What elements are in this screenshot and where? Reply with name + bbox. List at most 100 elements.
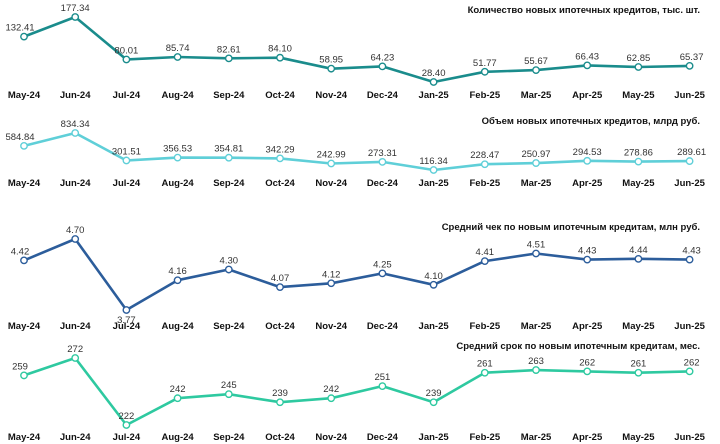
x-tick-label: May-25 [622,90,655,101]
value-label: 4.51 [527,240,546,251]
data-point [173,153,182,162]
value-label: 84.10 [268,44,292,55]
data-point [122,156,131,165]
data-point [71,129,80,137]
x-tick-label: Oct-24 [265,178,295,189]
value-label: 239 [272,388,288,399]
x-tick-label: Jun-24 [60,321,91,332]
series-line [22,356,691,427]
x-tick-label: Jul-24 [113,178,141,189]
value-label: 55.67 [524,56,548,67]
data-point [583,255,592,264]
data-point [532,66,540,74]
x-tick-label: Jan-25 [419,321,450,332]
data-point [276,283,284,291]
x-tick-label: Apr-25 [572,178,603,189]
x-tick-label: May-24 [8,178,41,189]
chart-title: Средний чек по новым ипотечным кредитам,… [442,222,700,233]
chart-title: Количество новых ипотечных кредитов, тыс… [468,5,700,16]
x-tick-label: Sep-24 [213,178,245,189]
x-tick-label: May-24 [8,321,41,332]
value-label: 28.40 [422,68,446,79]
data-point [327,279,336,288]
value-label: 64.23 [371,52,395,63]
value-label: 85.74 [166,43,190,54]
x-tick-label: Mar-25 [521,432,552,443]
data-point [685,255,694,264]
data-point [429,78,438,86]
data-point [583,61,592,70]
x-tick-label: Jun-25 [674,432,705,443]
x-tick-label: Feb-25 [469,90,500,101]
x-tick-label: Jul-24 [113,90,141,101]
data-point [327,159,336,168]
data-point [634,368,643,377]
value-label: 4.43 [682,246,701,257]
data-point [634,157,643,166]
x-tick-label: Jun-24 [60,432,91,443]
x-tick-label: May-25 [622,321,655,332]
x-tick-label: Aug-24 [161,321,194,332]
value-label: 251 [374,372,390,383]
value-label: 263 [528,356,544,367]
data-point [20,141,28,150]
x-tick-label: May-24 [8,90,41,101]
x-tick-label: Oct-24 [265,321,295,332]
value-label: 132.41 [5,23,34,34]
value-label: 245 [221,380,237,391]
x-tick-label: Aug-24 [161,432,194,443]
data-point [173,394,182,403]
value-label: 261 [477,359,493,370]
chart-title: Объем новых ипотечных кредитов, млрд руб… [482,116,700,127]
x-tick-label: Dec-24 [367,90,399,101]
data-point [276,154,284,163]
data-point [173,276,182,285]
data-point [634,63,643,71]
x-tick-label: May-24 [8,432,41,443]
panel-volume-of-loans: Объем новых ипотечных кредитов, млрд руб… [5,116,706,189]
data-point [378,158,387,166]
x-tick-label: Jun-25 [674,178,705,189]
data-point [224,153,233,162]
value-label: 116.34 [419,156,447,167]
data-point [276,398,284,407]
data-point [378,62,387,71]
data-point [429,166,438,174]
panel-average-term: Средний срок по новым ипотечным кредитам… [8,341,706,443]
data-point [122,421,131,429]
value-label: 228.47 [470,150,499,161]
value-label: 354.81 [214,144,243,155]
data-point [122,306,131,314]
data-point [71,13,80,21]
panel-count-of-loans: Количество новых ипотечных кредитов, тыс… [5,3,705,101]
x-tick-label: Jun-25 [674,321,705,332]
value-label: 4.41 [476,247,495,258]
data-point [685,367,694,376]
data-point [532,366,540,374]
x-tick-label: Jan-25 [419,178,450,189]
value-label: 262 [579,357,595,368]
value-label: 80.01 [115,45,139,56]
x-tick-label: May-25 [622,178,655,189]
x-tick-label: Sep-24 [213,321,245,332]
x-tick-label: Jan-25 [419,432,450,443]
data-point [224,390,233,399]
value-label: 273.31 [368,148,397,159]
x-tick-label: Dec-24 [367,432,399,443]
value-label: 4.16 [168,266,187,277]
data-point [327,64,336,73]
chart-title: Средний срок по новым ипотечным кредитам… [456,341,700,352]
data-point [378,382,387,391]
x-tick-label: Jun-24 [60,178,91,189]
x-tick-label: Apr-25 [572,90,603,101]
x-tick-label: Oct-24 [265,90,295,101]
value-label: 4.42 [11,246,30,257]
value-label: 82.61 [217,44,241,55]
value-label: 242 [323,384,339,395]
value-label: 261 [630,359,646,370]
series-line [22,237,691,312]
x-tick-label: Aug-24 [161,178,194,189]
data-point [276,53,284,62]
data-point [532,249,540,258]
